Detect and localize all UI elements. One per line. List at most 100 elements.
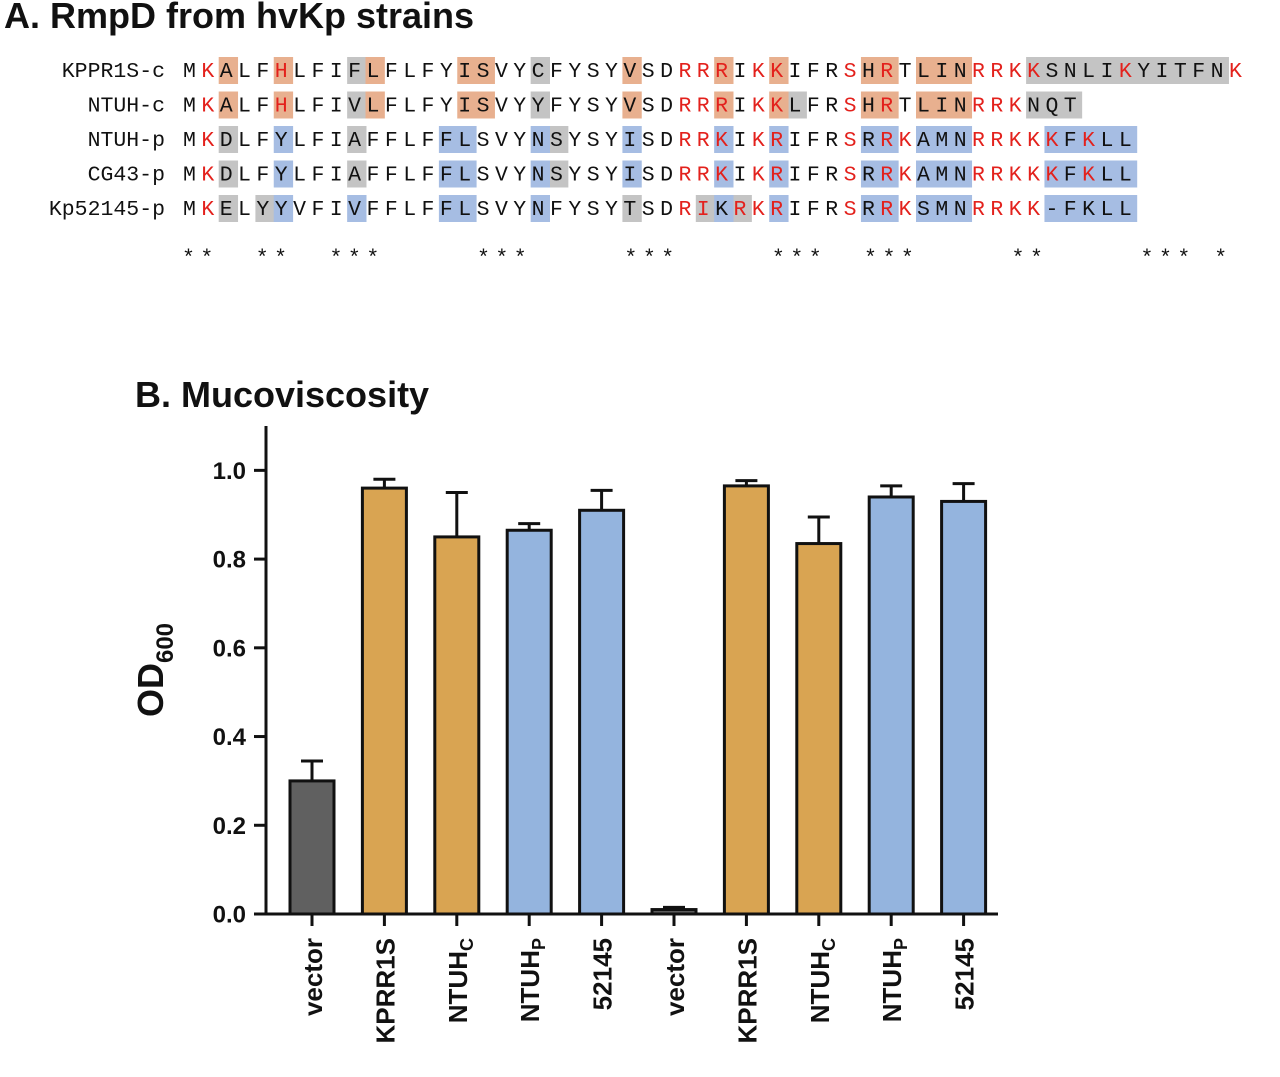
- residue-highlight: [916, 126, 973, 153]
- residue-highlight: [457, 91, 495, 119]
- x-tick-label-main: NTUH: [443, 951, 473, 1023]
- x-tick-label: NTUHP: [877, 938, 911, 1022]
- bar: [940, 499, 988, 916]
- residue-highlight: [732, 195, 752, 222]
- sequence-name: CG43-p: [88, 164, 165, 188]
- x-tick-label-main: NTUH: [515, 950, 545, 1022]
- alignment-row: KPPR1S-c M K A L F H L F I F L F L F Y I S V Y C F Y S Y V S D R R R I K…: [62, 57, 1242, 84]
- residue-highlight: [218, 57, 239, 84]
- y-tick-label: 0.4: [213, 724, 247, 751]
- residue-highlight: [218, 91, 239, 119]
- residue-highlight: [457, 57, 495, 84]
- residue-highlight: [530, 126, 550, 153]
- residue-highlight: [622, 160, 642, 188]
- residue-highlight: [860, 160, 899, 188]
- residue-highlight: [1044, 160, 1138, 188]
- residue-highlight: [438, 160, 477, 188]
- x-tick-label: KPRR1S: [732, 938, 762, 1043]
- x-tick-label-main: 52145: [950, 938, 980, 1010]
- residue-highlight: [365, 91, 385, 119]
- x-tick-label: NTUHP: [515, 938, 549, 1022]
- residue-highlight: [769, 195, 789, 222]
- residue-highlight: [860, 195, 899, 222]
- sequence-name: Kp52145-p: [49, 198, 165, 222]
- x-tick-label: KPRR1S: [370, 938, 400, 1043]
- residue-highlight: [714, 126, 734, 153]
- bar: [578, 508, 626, 916]
- residue-highlight: [438, 195, 477, 222]
- sequence-alignment: KPPR1S-c M K A L F H L F I F L F L F Y I S V Y C F Y S Y V S D R R R I K…: [49, 57, 1242, 222]
- x-tick-label-subscript: C: [457, 938, 477, 951]
- residue-highlight: [273, 195, 294, 222]
- residue-highlight: [273, 160, 294, 188]
- y-tick-label: 0.8: [213, 547, 246, 574]
- bar: [433, 535, 481, 916]
- y-tick-label: 0.2: [213, 813, 246, 840]
- residue-highlight: [916, 91, 973, 119]
- residue-highlight: [218, 195, 239, 222]
- x-tick-label-main: vector: [298, 938, 328, 1016]
- y-tick-label: 1.0: [213, 458, 246, 485]
- residue-highlight: [622, 126, 642, 153]
- x-tick-label: vector: [298, 938, 328, 1016]
- alignment-row: NTUH-c M K A L F H L F I V L F L F Y I S V Y Y F Y S Y V S D R R R I K K L…: [88, 91, 1083, 119]
- bar: [505, 528, 553, 916]
- residue-highlight: [530, 195, 550, 222]
- residue-highlight: [714, 160, 734, 188]
- residue-highlight: [347, 195, 367, 222]
- residue-highlight: [347, 91, 367, 119]
- residue-highlight: [769, 160, 789, 188]
- y-axis-label-main: OD: [130, 663, 171, 717]
- residue-highlight: [273, 91, 294, 119]
- alignment-row: Kp52145-p M K E L Y Y V F I V F F L F F L S V Y N F Y S Y T S D R I K R…: [49, 195, 1138, 222]
- residue-highlight: [273, 126, 294, 153]
- x-tick-label: 52145: [950, 938, 980, 1010]
- x-tick-label-main: NTUH: [805, 951, 835, 1023]
- y-axis-label: OD600: [130, 623, 179, 717]
- bar: [722, 484, 770, 916]
- residue-highlight: [347, 126, 367, 153]
- residue-highlight: [1044, 195, 1138, 222]
- residue-highlight: [714, 195, 734, 222]
- residue-highlight: [438, 126, 477, 153]
- sequence-name: KPPR1S-c: [62, 60, 165, 84]
- residue-highlight: [255, 195, 275, 222]
- residue-highlight: [622, 57, 642, 84]
- x-tick-label-subscript: P: [529, 938, 549, 950]
- bar: [867, 495, 915, 916]
- conservation-line: ** ** *** *** *** *** *** ** *** * ****: [182, 247, 1280, 271]
- panel-a-title: A. RmpD from hvKp strains: [4, 0, 474, 36]
- x-tick-label: vector: [660, 938, 690, 1016]
- x-tick-label-main: KPRR1S: [732, 938, 762, 1043]
- residue-highlight: [769, 91, 789, 119]
- alignment-row: CG43-p M K D L F Y L F I A F F L F F L S V Y N S Y S Y I S D R R K I K R I…: [88, 160, 1138, 188]
- x-tick-label-main: 52145: [588, 938, 618, 1010]
- residue-highlight: [347, 57, 367, 84]
- residue-highlight: [549, 160, 569, 188]
- bar: [288, 779, 336, 916]
- residue-highlight: [860, 126, 899, 153]
- y-tick-label: 0.0: [213, 902, 246, 929]
- x-tick-label: NTUHC: [443, 938, 477, 1023]
- residue-highlight: [622, 195, 642, 222]
- sequence-name: NTUH-p: [88, 129, 165, 153]
- x-tick-label: NTUHC: [805, 938, 839, 1023]
- residue-highlight: [714, 57, 734, 84]
- y-tick-label: 0.6: [213, 635, 246, 662]
- residue-highlight: [769, 57, 789, 84]
- residue-highlight: [916, 160, 973, 188]
- residue-highlight: [549, 126, 569, 153]
- x-tick-label-main: KPRR1S: [370, 938, 400, 1043]
- x-tick-label-main: vector: [660, 938, 690, 1016]
- bar: [360, 486, 408, 916]
- y-axis-label-subscript: 600: [152, 623, 179, 663]
- residue-highlight: [1026, 91, 1083, 119]
- residue-highlight: [347, 160, 367, 188]
